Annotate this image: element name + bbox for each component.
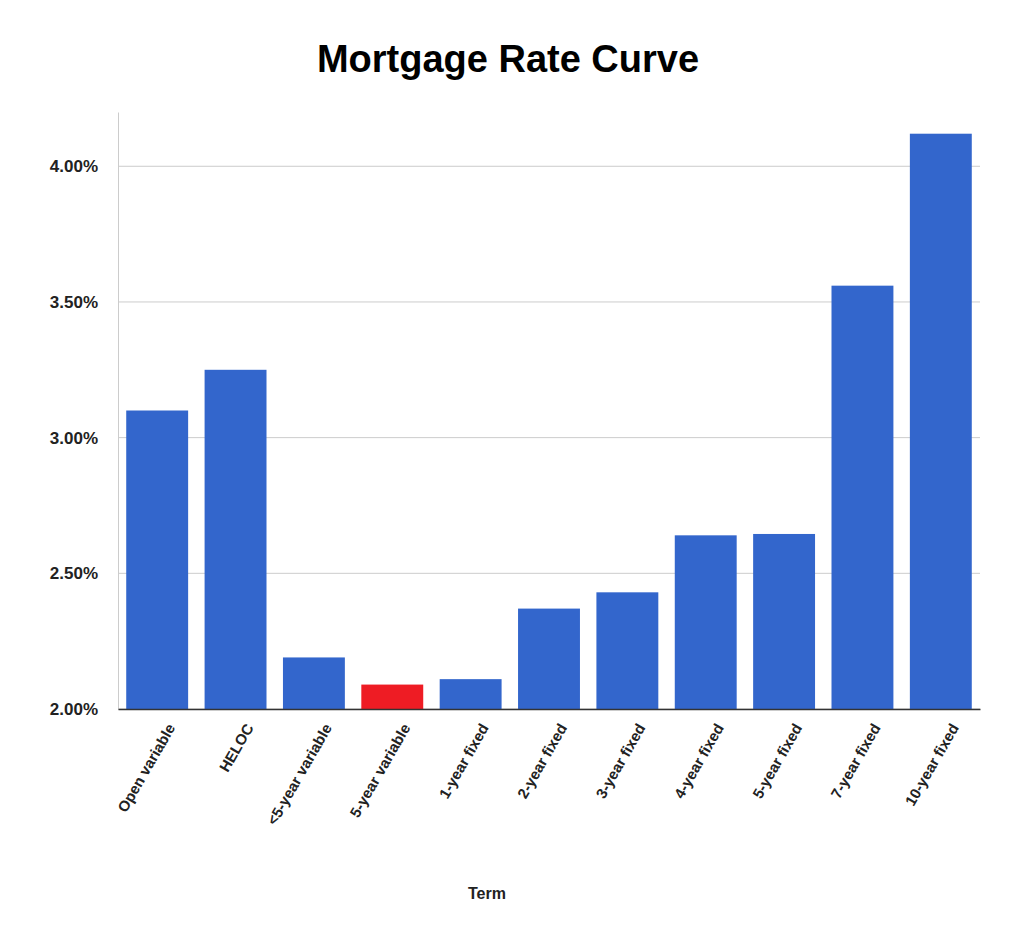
x-tick-label: <5-year variable xyxy=(263,721,335,828)
x-tick-label: 1-year fixed xyxy=(435,721,491,802)
x-tick-label: 5-year variable xyxy=(346,721,413,821)
bar xyxy=(675,535,737,709)
bar xyxy=(205,370,267,709)
grid xyxy=(118,166,980,709)
x-tick: 4-year fixed xyxy=(670,721,726,802)
y-axis-line xyxy=(118,113,119,710)
chart: 2.00% 2.50% 3.00% 3.50% 4.00% Open variable HE… xyxy=(0,0,1024,928)
x-tick: Open variable xyxy=(114,721,178,815)
y-axis: 2.00% 2.50% 3.00% 3.50% 4.00% xyxy=(50,113,119,719)
y-tick: 2.00% xyxy=(50,700,118,719)
x-tick-label: 4-year fixed xyxy=(670,721,726,802)
bars xyxy=(126,134,972,709)
bar xyxy=(832,286,894,709)
x-tick-label: 7-year fixed xyxy=(827,721,883,802)
x-tick-label: 10-year fixed xyxy=(901,721,962,809)
bar xyxy=(126,411,188,710)
x-axis-title: Term xyxy=(468,885,506,902)
x-axis: Open variableHELOC<5-year variable5-year… xyxy=(114,710,981,828)
x-tick: 10-year fixed xyxy=(901,721,962,809)
x-axis-line xyxy=(119,709,981,711)
bar xyxy=(518,609,580,709)
x-tick-label: 2-year fixed xyxy=(514,721,570,802)
grid-line xyxy=(118,166,980,167)
x-tick-label: HELOC xyxy=(216,720,257,774)
bar xyxy=(753,534,815,709)
y-tick-label: 3.50% xyxy=(50,293,98,312)
background xyxy=(0,0,1024,928)
y-tick-label: 4.00% xyxy=(50,157,98,176)
x-tick: 3-year fixed xyxy=(592,721,648,802)
y-tick-label: 2.50% xyxy=(50,564,98,583)
bar xyxy=(440,679,502,709)
x-tick: 5-year fixed xyxy=(749,721,805,802)
bar xyxy=(910,134,972,709)
x-tick: 1-year fixed xyxy=(435,721,491,802)
y-tick: 3.50% xyxy=(50,293,118,312)
bar xyxy=(361,685,423,709)
y-tick: 2.50% xyxy=(50,564,118,583)
x-tick: HELOC xyxy=(216,720,257,774)
plot: 2.00% 2.50% 3.00% 3.50% 4.00% Open variable HE… xyxy=(50,113,981,828)
y-tick-label: 2.00% xyxy=(50,700,98,719)
y-tick: 4.00% xyxy=(50,157,118,176)
y-tick: 3.00% xyxy=(50,429,118,448)
bar xyxy=(283,657,345,709)
bar xyxy=(596,592,658,709)
x-tick: <5-year variable xyxy=(263,721,335,828)
x-tick: 2-year fixed xyxy=(514,721,570,802)
x-tick-label: 3-year fixed xyxy=(592,721,648,802)
title: Mortgage Rate Curve xyxy=(317,38,699,80)
x-tick-label: 5-year fixed xyxy=(749,721,805,802)
x-tick: 5-year variable xyxy=(346,721,413,821)
x-tick-label: Open variable xyxy=(114,721,178,815)
y-tick-label: 3.00% xyxy=(50,429,98,448)
x-tick: 7-year fixed xyxy=(827,721,883,802)
